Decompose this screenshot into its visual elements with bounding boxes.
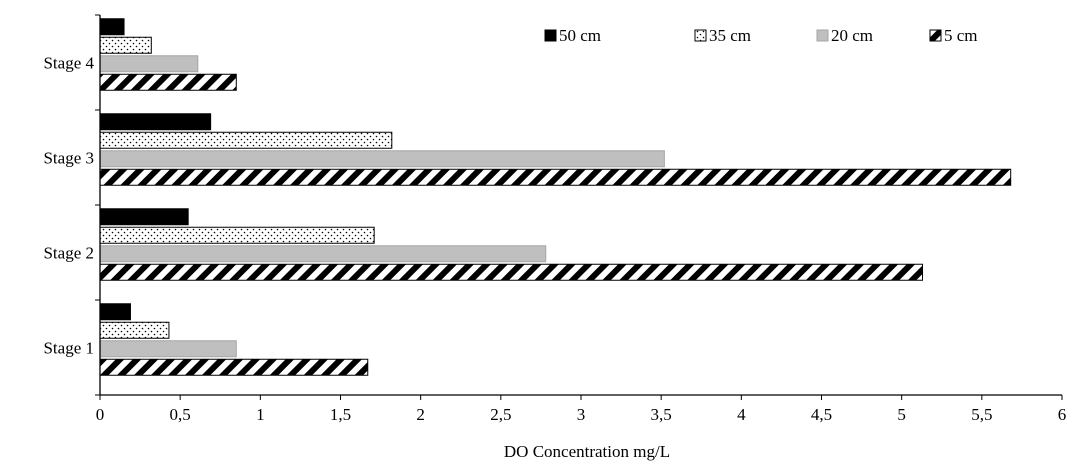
bar-stage-3-50cm bbox=[99, 113, 212, 131]
x-tick-label: 4 bbox=[737, 405, 746, 424]
legend-swatch bbox=[544, 29, 557, 42]
legend-swatch bbox=[816, 29, 829, 42]
legend-label: 35 cm bbox=[709, 26, 751, 45]
x-tick-label: 1 bbox=[256, 405, 265, 424]
x-tick-label: 4,5 bbox=[811, 405, 832, 424]
bar-stage-2-35cm bbox=[99, 226, 375, 244]
bar-stage-2-5cm bbox=[99, 263, 924, 281]
bar-stage-3-5cm bbox=[99, 168, 1012, 186]
y-tick-label: Stage 3 bbox=[43, 149, 94, 168]
bar-stage-1-50cm bbox=[99, 303, 131, 321]
x-axis-title: DO Concentration mg/L bbox=[504, 442, 670, 461]
legend-label: 20 cm bbox=[831, 26, 873, 45]
bars-layer bbox=[99, 18, 1012, 376]
legend-label: 5 cm bbox=[944, 26, 978, 45]
bar-stage-4-5cm bbox=[99, 73, 237, 91]
bar-stage-4-20cm bbox=[99, 55, 199, 73]
y-tick-label: Stage 1 bbox=[43, 339, 94, 358]
axes-layer: Stage 1 Stage 2 Stage 3 Stage 4 0 0,5 1 1,5 2 2,5… bbox=[43, 14, 1067, 424]
x-tick-label: 1,5 bbox=[330, 405, 351, 424]
bar-stage-1-20cm bbox=[99, 340, 237, 358]
bar-stage-3-20cm bbox=[99, 150, 665, 168]
y-tick-label: Stage 4 bbox=[43, 54, 94, 73]
legend-swatch bbox=[694, 29, 707, 42]
y-tick-label: Stage 2 bbox=[43, 244, 94, 263]
x-tick-label: 6 bbox=[1058, 405, 1067, 424]
x-tick-label: 5,5 bbox=[971, 405, 992, 424]
bar-stage-2-50cm bbox=[99, 208, 189, 226]
x-tick-label: 3,5 bbox=[651, 405, 672, 424]
x-tick-label: 3 bbox=[577, 405, 586, 424]
bar-stage-3-35cm bbox=[99, 131, 393, 149]
legend: 50 cm 35 cm 20 cm 5 cm bbox=[544, 26, 978, 45]
legend-swatch bbox=[929, 29, 942, 42]
x-tick-label: 0,5 bbox=[170, 405, 191, 424]
x-tick-label: 2,5 bbox=[490, 405, 511, 424]
bar-stage-1-5cm bbox=[99, 358, 369, 376]
bar-stage-4-35cm bbox=[99, 36, 152, 54]
bar-stage-4-50cm bbox=[99, 18, 125, 36]
x-tick-label: 5 bbox=[897, 405, 906, 424]
x-tick-label: 0 bbox=[96, 405, 105, 424]
x-tick-label: 2 bbox=[416, 405, 425, 424]
legend-label: 50 cm bbox=[559, 26, 601, 45]
bar-stage-1-35cm bbox=[99, 321, 170, 339]
bar-stage-2-20cm bbox=[99, 245, 547, 263]
